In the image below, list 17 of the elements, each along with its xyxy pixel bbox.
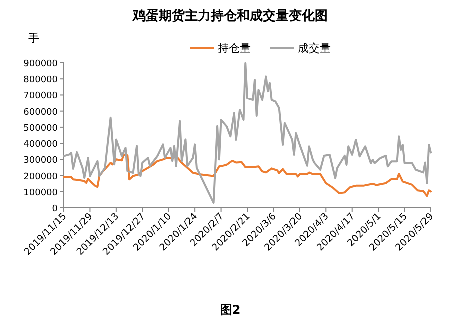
caption: 图2 xyxy=(220,303,241,317)
y-axis-title: 手 xyxy=(28,32,40,45)
line-series xyxy=(63,154,432,198)
y-tick-label: 600000 xyxy=(24,108,58,118)
y-tick-label: 200000 xyxy=(24,172,58,182)
y-tick-label: 900000 xyxy=(24,60,58,70)
y-tick-label: 100000 xyxy=(24,188,58,198)
y-tick-label: 300000 xyxy=(24,156,58,166)
chart-title: 鸡蛋期货主力持仓和成交量变化图 xyxy=(132,8,328,24)
legend-label: 成交量 xyxy=(298,42,331,55)
line-series xyxy=(63,62,432,204)
y-tick-label: 500000 xyxy=(24,124,58,134)
y-tick-label: 400000 xyxy=(24,140,58,150)
y-tick-label: 700000 xyxy=(24,92,58,102)
y-tick-label: 0 xyxy=(52,204,58,214)
legend-label: 持仓量 xyxy=(218,42,251,55)
y-tick-label: 800000 xyxy=(24,76,58,86)
